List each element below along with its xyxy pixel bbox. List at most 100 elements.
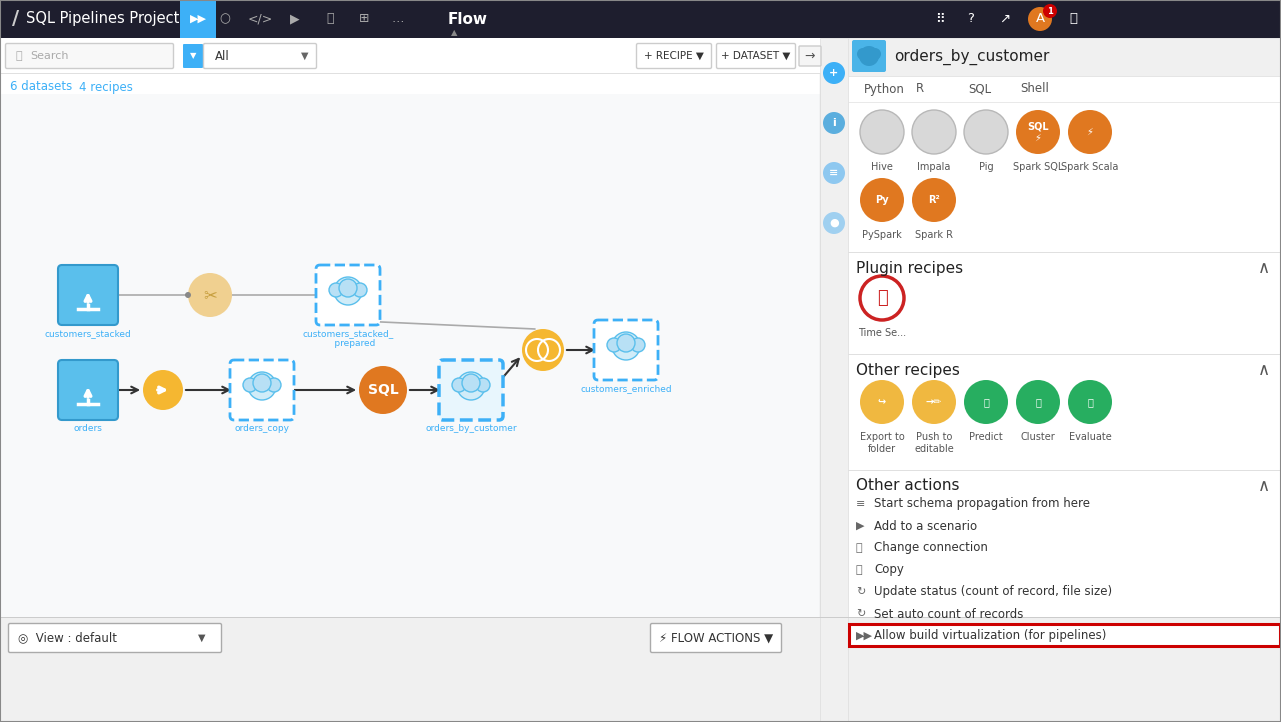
Circle shape [354, 283, 366, 297]
Text: ≡: ≡ [829, 168, 839, 178]
FancyBboxPatch shape [58, 265, 118, 325]
Text: SQL: SQL [968, 82, 991, 95]
Bar [848, 76, 1281, 102]
Text: ▶: ▶ [291, 12, 300, 25]
Bar [0, 74, 820, 94]
Circle shape [822, 162, 845, 184]
Text: A: A [1035, 12, 1044, 25]
Text: Cluster: Cluster [1021, 432, 1056, 442]
Text: </>: </> [247, 12, 273, 25]
Text: Update status (count of record, file size): Update status (count of record, file siz… [874, 586, 1112, 599]
Text: ↻: ↻ [856, 587, 866, 597]
Text: 🔍: 🔍 [1070, 12, 1077, 25]
Circle shape [612, 332, 640, 360]
Text: ↪: ↪ [877, 397, 886, 407]
Circle shape [184, 292, 191, 298]
Circle shape [860, 380, 904, 424]
Circle shape [1068, 110, 1112, 154]
Text: 1: 1 [1047, 6, 1053, 15]
Text: Add to a scenario: Add to a scenario [874, 520, 977, 533]
FancyBboxPatch shape [651, 624, 781, 653]
Text: ⚡ FLOW ACTIONS ▼: ⚡ FLOW ACTIONS ▼ [658, 632, 772, 645]
Circle shape [249, 372, 275, 400]
Circle shape [822, 112, 845, 134]
FancyBboxPatch shape [594, 320, 658, 380]
Bar [848, 252, 1281, 253]
Text: ▼: ▼ [301, 51, 309, 61]
Text: orders_copy: orders_copy [234, 424, 290, 433]
Circle shape [912, 110, 956, 154]
Text: ▲: ▲ [451, 28, 457, 37]
Circle shape [607, 338, 621, 352]
Circle shape [329, 283, 343, 297]
Text: ↻: ↻ [856, 609, 866, 619]
Circle shape [243, 378, 257, 392]
Text: ⭐: ⭐ [1088, 397, 1093, 407]
Text: Spark R: Spark R [915, 230, 953, 240]
Circle shape [359, 366, 407, 414]
Circle shape [1027, 7, 1052, 31]
Text: Other recipes: Other recipes [856, 362, 959, 378]
Circle shape [857, 48, 869, 60]
Text: customers_stacked_
     prepared: customers_stacked_ prepared [302, 329, 393, 349]
Text: SQL
⚡: SQL ⚡ [1027, 121, 1049, 143]
Circle shape [143, 370, 183, 410]
Circle shape [965, 110, 1008, 154]
Text: ▶▶: ▶▶ [856, 631, 872, 641]
Bar [0, 617, 1281, 722]
FancyBboxPatch shape [637, 43, 711, 69]
Text: Plugin recipes: Plugin recipes [856, 261, 963, 276]
Text: Push to
editable: Push to editable [915, 432, 954, 453]
Text: …: … [392, 12, 405, 25]
Text: SQL Pipelines Project: SQL Pipelines Project [26, 12, 179, 27]
Text: Evaluate: Evaluate [1068, 432, 1112, 442]
Text: All: All [215, 50, 229, 63]
Text: i: i [833, 118, 836, 128]
Circle shape [457, 372, 485, 400]
Circle shape [822, 62, 845, 84]
Text: orders: orders [73, 424, 102, 433]
Text: ▶: ▶ [856, 521, 865, 531]
Text: customers_stacked: customers_stacked [45, 329, 132, 338]
Bar [0, 38, 1281, 74]
Text: ⊞: ⊞ [359, 12, 369, 25]
Circle shape [632, 338, 646, 352]
Text: +: + [829, 68, 839, 78]
Text: ≡: ≡ [856, 499, 866, 509]
Bar [849, 624, 1280, 646]
FancyBboxPatch shape [58, 360, 118, 420]
Text: Hive: Hive [871, 162, 893, 172]
Circle shape [860, 46, 879, 66]
Text: + DATASET ▼: + DATASET ▼ [721, 51, 790, 61]
Text: + RECIPE ▼: + RECIPE ▼ [644, 51, 705, 61]
Circle shape [912, 380, 956, 424]
Bar [848, 354, 1281, 355]
FancyBboxPatch shape [852, 40, 886, 72]
Circle shape [462, 374, 480, 392]
Text: 4 recipes: 4 recipes [79, 80, 133, 94]
Text: Change connection: Change connection [874, 542, 988, 554]
Text: ∧: ∧ [1258, 361, 1269, 379]
FancyBboxPatch shape [9, 624, 222, 653]
Text: Pig: Pig [979, 162, 993, 172]
Circle shape [822, 212, 845, 234]
FancyBboxPatch shape [204, 43, 316, 69]
Text: 6 datasets: 6 datasets [10, 80, 72, 94]
FancyBboxPatch shape [316, 265, 380, 325]
Text: ∧: ∧ [1258, 259, 1269, 277]
Text: Python: Python [863, 82, 904, 95]
Circle shape [860, 276, 904, 320]
Text: →✏: →✏ [926, 397, 942, 407]
Text: ▼: ▼ [197, 633, 205, 643]
Circle shape [1043, 4, 1057, 18]
Text: Other actions: Other actions [856, 479, 959, 494]
Text: Export to
folder: Export to folder [860, 432, 904, 453]
FancyBboxPatch shape [5, 43, 173, 69]
Text: →: → [804, 50, 815, 63]
Circle shape [1068, 380, 1112, 424]
Text: orders_by_customer: orders_by_customer [425, 424, 516, 433]
Circle shape [452, 378, 466, 392]
Text: 🕐: 🕐 [876, 289, 888, 307]
Text: Copy: Copy [874, 563, 904, 576]
Text: 🗂: 🗂 [327, 12, 334, 25]
